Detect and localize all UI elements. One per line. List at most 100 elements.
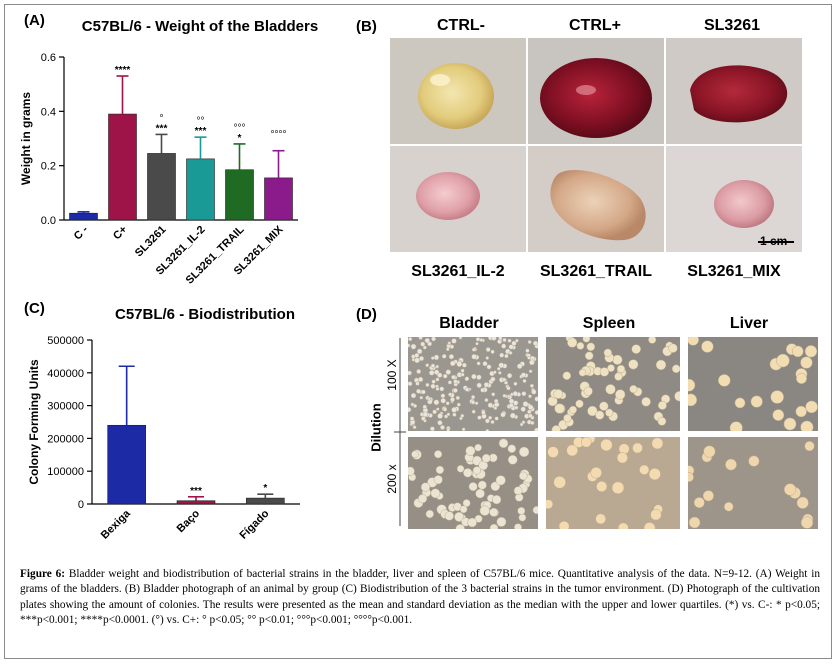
colony bbox=[575, 399, 584, 408]
colony bbox=[460, 368, 465, 373]
colony bbox=[641, 397, 651, 407]
colony bbox=[729, 421, 743, 431]
colony bbox=[463, 468, 473, 478]
colony bbox=[595, 513, 607, 525]
dilution-label: Dilution bbox=[368, 403, 384, 452]
a-sig-vs-neg: **** bbox=[115, 65, 131, 76]
colony bbox=[435, 386, 440, 391]
colony bbox=[551, 425, 561, 431]
colony bbox=[450, 360, 456, 367]
colony bbox=[516, 363, 523, 369]
colony bbox=[527, 340, 532, 344]
a-sig-vs-pos: °°° bbox=[234, 123, 246, 134]
figure-caption: Figure 6: Bladder weight and biodistribu… bbox=[20, 567, 820, 629]
a-y-tick-label: 0.0 bbox=[41, 215, 56, 227]
colony bbox=[614, 372, 623, 381]
colony bbox=[433, 475, 443, 485]
colony bbox=[596, 480, 608, 493]
colony bbox=[547, 446, 559, 458]
colony bbox=[792, 345, 804, 358]
colony bbox=[486, 364, 492, 370]
caption-figure-label: Figure 6: bbox=[20, 568, 66, 580]
colony bbox=[490, 419, 495, 425]
colony bbox=[527, 404, 534, 411]
colony bbox=[530, 420, 535, 425]
c-bar bbox=[176, 500, 216, 505]
colony bbox=[531, 389, 537, 395]
colony bbox=[446, 412, 451, 417]
colony bbox=[515, 338, 519, 343]
panel-d-letter: (D) bbox=[356, 306, 377, 323]
colony bbox=[484, 418, 490, 424]
colony bbox=[521, 420, 526, 425]
colony bbox=[474, 443, 482, 452]
plate-bladder-100x bbox=[408, 337, 538, 431]
colony bbox=[452, 388, 458, 393]
colony bbox=[459, 505, 468, 514]
colony bbox=[800, 516, 814, 529]
a-sig-vs-pos: °° bbox=[197, 116, 205, 127]
colony bbox=[430, 356, 435, 360]
colony bbox=[605, 384, 616, 395]
colony bbox=[464, 376, 470, 382]
colony bbox=[528, 369, 533, 374]
colony bbox=[688, 472, 694, 483]
colony bbox=[520, 372, 526, 378]
plate-spleen-100x bbox=[546, 337, 680, 431]
colony bbox=[513, 381, 518, 386]
colony bbox=[569, 405, 577, 414]
colony bbox=[748, 455, 760, 467]
a-sig-vs-neg: *** bbox=[195, 126, 207, 137]
a-x-tick-label: C+ bbox=[111, 224, 130, 243]
a-bar bbox=[69, 212, 98, 221]
colony bbox=[408, 407, 412, 413]
colony bbox=[445, 401, 450, 406]
colony bbox=[449, 344, 455, 349]
colony bbox=[520, 406, 526, 412]
colony bbox=[471, 400, 476, 405]
colony bbox=[554, 403, 565, 414]
c-bar bbox=[107, 424, 146, 505]
colony bbox=[422, 345, 427, 350]
colony bbox=[447, 380, 453, 385]
c-x-tick-label: Bexiga bbox=[99, 507, 134, 542]
colony bbox=[506, 373, 513, 379]
a-bar bbox=[108, 113, 137, 221]
colony bbox=[584, 351, 594, 361]
colony bbox=[603, 348, 612, 357]
colony bbox=[643, 522, 656, 529]
colony bbox=[465, 445, 476, 456]
c-bar bbox=[246, 497, 285, 505]
a-y-tick-label: 0.4 bbox=[41, 106, 56, 118]
colony bbox=[422, 411, 429, 418]
colony bbox=[453, 379, 458, 384]
colony bbox=[734, 397, 746, 409]
colony bbox=[468, 482, 478, 492]
colony bbox=[504, 353, 509, 359]
colony bbox=[534, 427, 538, 431]
a-y-tick-label: 0.6 bbox=[41, 52, 56, 64]
colony bbox=[495, 475, 506, 486]
colony bbox=[513, 400, 519, 406]
colony bbox=[476, 374, 482, 380]
scale-bar-label: 1 cm bbox=[760, 234, 788, 248]
colony bbox=[483, 382, 490, 388]
c-sig: *** bbox=[190, 486, 202, 497]
colony bbox=[445, 347, 450, 352]
colony bbox=[411, 450, 419, 459]
colony bbox=[456, 361, 463, 367]
colony bbox=[437, 420, 443, 426]
colony bbox=[493, 406, 498, 410]
colony bbox=[454, 511, 465, 522]
colony bbox=[508, 402, 514, 408]
colony bbox=[448, 392, 453, 397]
caption-text: Bladder weight and biodistribution of ba… bbox=[20, 568, 821, 627]
colony bbox=[688, 393, 698, 407]
colony bbox=[546, 499, 554, 510]
colony bbox=[527, 409, 532, 415]
colony bbox=[444, 511, 454, 521]
colony bbox=[489, 507, 499, 517]
colony bbox=[671, 364, 680, 374]
colony bbox=[534, 396, 538, 402]
bladder-photo-sl3261-trail bbox=[528, 146, 664, 252]
